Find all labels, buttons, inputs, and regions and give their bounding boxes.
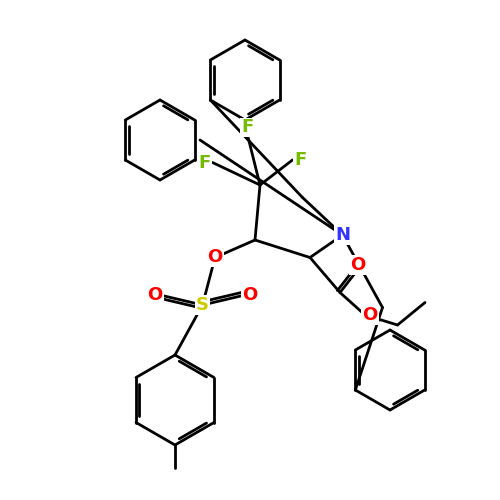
Text: F: F [199,154,211,172]
Text: O: O [362,306,378,324]
Text: O: O [350,256,365,274]
Text: F: F [294,151,306,169]
Text: N: N [335,226,350,244]
Text: O: O [242,286,258,304]
Text: S: S [196,296,209,314]
Text: F: F [242,118,254,136]
Text: O: O [148,286,162,304]
Text: O: O [208,248,222,266]
